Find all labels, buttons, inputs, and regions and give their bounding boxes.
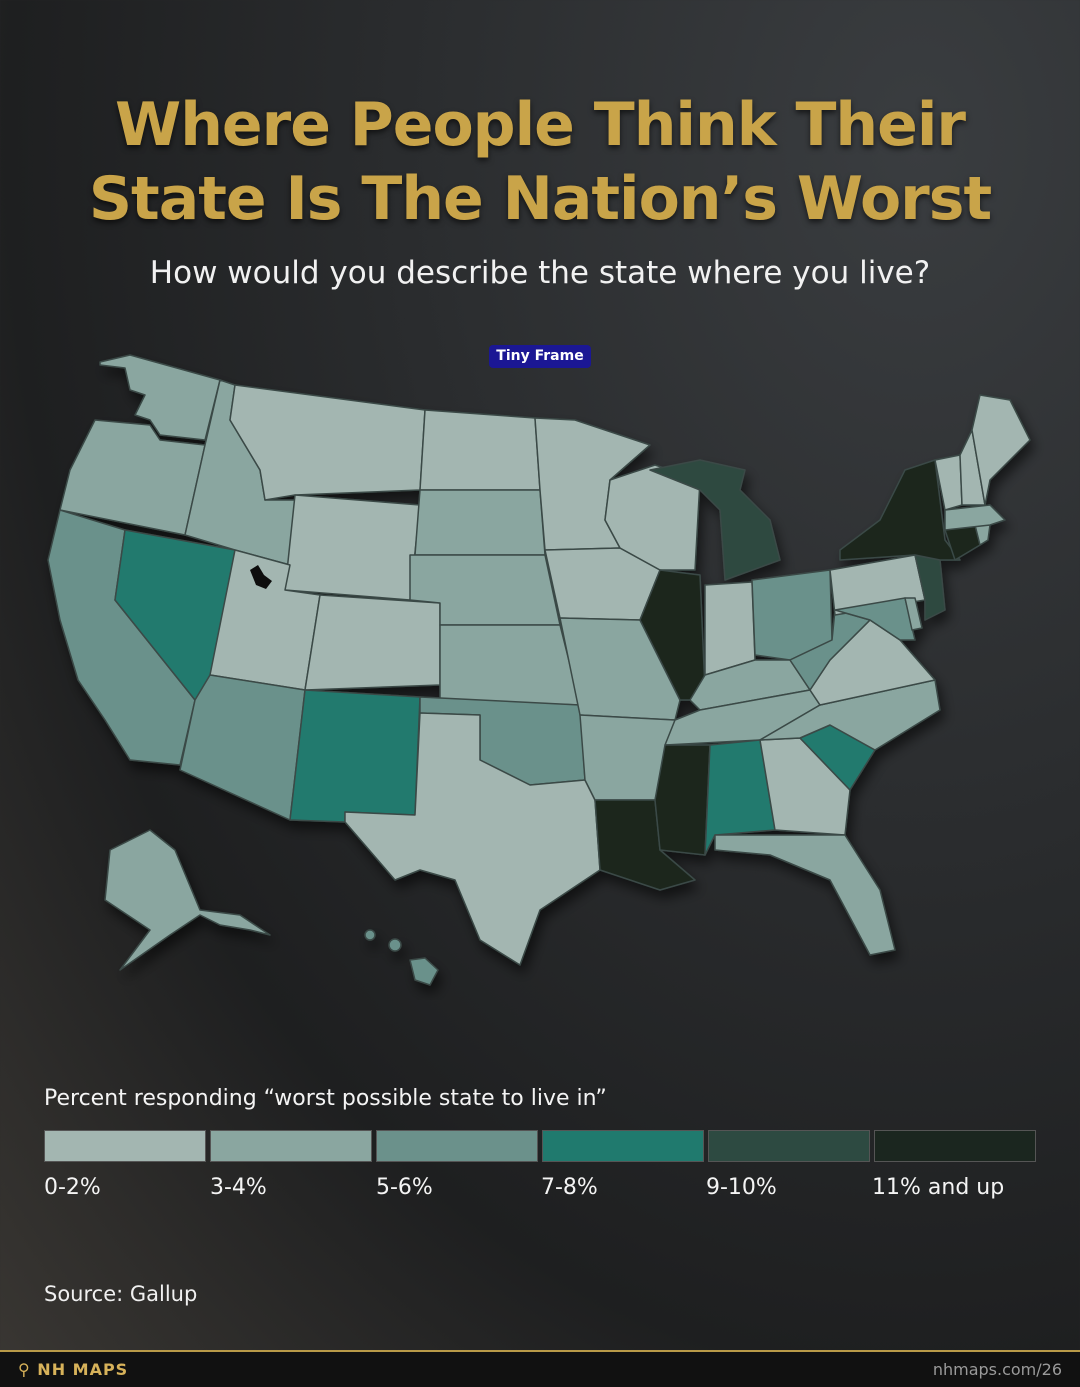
state-ND[interactable]	[419, 409, 541, 491]
state-TX[interactable]	[344, 712, 601, 966]
state-ME[interactable]	[971, 394, 1031, 506]
footer-bar: ⚲ NH MAPS nhmaps.com/26	[0, 1350, 1080, 1387]
state-MD[interactable]	[834, 597, 916, 641]
legend-label-3-4: 3-4%	[210, 1175, 267, 1200]
state-AL[interactable]	[704, 739, 776, 856]
state-AK[interactable]	[104, 829, 271, 971]
legend-swatch-9-10	[708, 1130, 870, 1162]
state-FL[interactable]	[714, 834, 896, 956]
legend-swatch-3-4	[210, 1130, 372, 1162]
state-DE[interactable]	[904, 597, 923, 631]
state-CO[interactable]	[304, 594, 441, 691]
legend-swatch-11-up	[874, 1130, 1036, 1162]
legend-label-0-2: 0-2%	[44, 1175, 101, 1200]
state-WY[interactable]	[284, 494, 421, 601]
legend-swatch-7-8	[542, 1130, 704, 1162]
state-MA[interactable]	[944, 504, 1006, 531]
state-IN[interactable]	[704, 581, 756, 676]
state-HI-island-3[interactable]	[364, 929, 376, 941]
state-HI[interactable]	[409, 957, 439, 986]
legend-color-bar	[44, 1130, 1036, 1162]
brand: ⚲ NH MAPS	[18, 1360, 128, 1379]
state-WA[interactable]	[99, 354, 221, 441]
legend-labels: 0-2% 3-4% 5-6% 7-8% 9-10% 11% and up	[44, 1175, 1036, 1205]
state-HI-island-2[interactable]	[388, 938, 402, 952]
legend-label-7-8: 7-8%	[541, 1175, 598, 1200]
legend-label-9-10: 9-10%	[706, 1175, 777, 1200]
legend-swatch-5-6	[376, 1130, 538, 1162]
brand-label: NH MAPS	[37, 1360, 129, 1379]
great-salt-lake	[250, 565, 272, 589]
footer-url[interactable]: nhmaps.com/26	[932, 1360, 1062, 1379]
title-line-1: Where People Think Their	[115, 90, 966, 160]
legend-label-5-6: 5-6%	[376, 1175, 433, 1200]
title-line-2: State Is The Nation’s Worst	[88, 164, 992, 234]
state-MO[interactable]	[559, 617, 681, 721]
legend-swatch-0-2	[44, 1130, 206, 1162]
legend-title: Percent responding “worst possible state…	[44, 1086, 607, 1111]
map-title: Where People Think Their State Is The Na…	[0, 88, 1080, 236]
map-subtitle: How would you describe the state where y…	[149, 255, 931, 291]
source-note: Source: Gallup	[44, 1282, 198, 1306]
tiny-frame-badge: Tiny Frame	[489, 345, 591, 368]
state-KS[interactable]	[439, 624, 581, 706]
state-NM[interactable]	[289, 689, 421, 823]
legend-label-11-up: 11% and up	[872, 1175, 1005, 1200]
state-MS[interactable]	[654, 744, 711, 856]
state-MI[interactable]	[649, 459, 781, 581]
map-pin-icon: ⚲	[18, 1360, 31, 1379]
state-SD[interactable]	[414, 489, 546, 556]
us-choropleth-map	[47, 354, 1031, 986]
state-AZ[interactable]	[179, 674, 306, 821]
